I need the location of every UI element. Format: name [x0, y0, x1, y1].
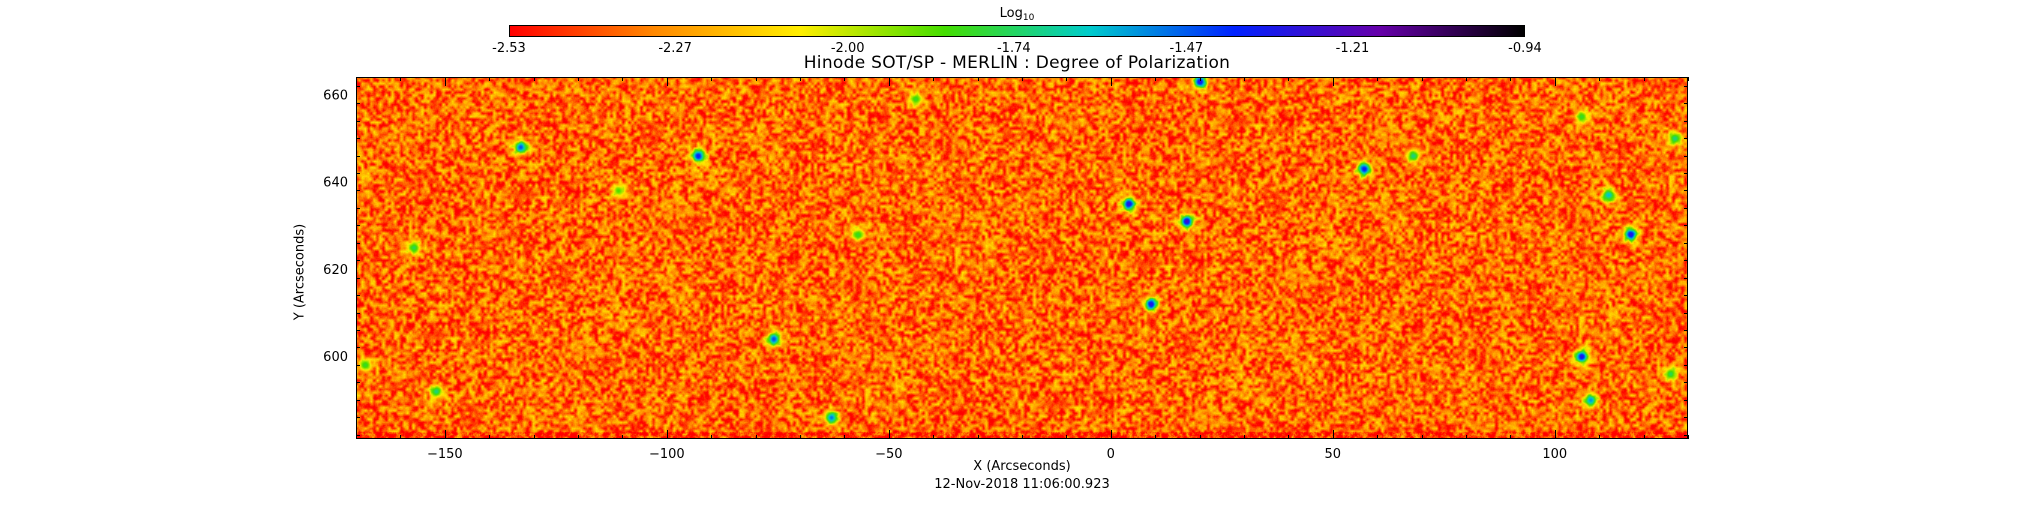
- x-tick-label: −100: [649, 447, 685, 462]
- colorbar-tick-label: -2.53: [492, 41, 526, 56]
- x-tick-label: −150: [427, 447, 463, 462]
- y-tick-label: 620: [323, 263, 348, 278]
- colorbar-tick-label: -0.94: [1508, 41, 1542, 56]
- timestamp: 12-Nov-2018 11:06:00.923: [934, 477, 1110, 492]
- x-axis-ticks: −150 −100 −50 0 50 100: [356, 77, 1689, 462]
- y-tick-label: 600: [323, 350, 348, 365]
- y-tick-label: 640: [323, 176, 348, 191]
- plot-frame: [356, 77, 1688, 439]
- colorbar: [509, 25, 1525, 37]
- y-tick-label: 660: [323, 88, 348, 103]
- colorbar-tick-label: -1.47: [1170, 41, 1204, 56]
- colorbar-ticks: -2.53 -2.27 -2.00 -1.74 -1.47 -1.21 -0.94: [492, 41, 1542, 56]
- colorbar-title: Log10: [999, 6, 1035, 24]
- polarization-heatmap: [356, 77, 1688, 439]
- plot-title: Hinode SOT/SP - MERLIN : Degree of Polar…: [803, 53, 1231, 73]
- x-tick-label: 0: [1107, 447, 1115, 462]
- colorbar-tick-label: -2.27: [658, 41, 692, 56]
- y-axis-label: Y (Arcseconds): [292, 223, 308, 321]
- colorbar-tick-label: -2.00: [831, 41, 865, 56]
- x-tick-label: 50: [1325, 447, 1342, 462]
- x-axis-label: X (Arcseconds): [973, 459, 1071, 474]
- x-tick-label: −50: [875, 447, 902, 462]
- colorbar-tick-label: -1.74: [997, 41, 1031, 56]
- colorbar-tick-label: -1.21: [1336, 41, 1370, 56]
- x-tick-label: 100: [1542, 447, 1567, 462]
- y-axis-ticks: 600 620 640 660: [323, 86, 1688, 436]
